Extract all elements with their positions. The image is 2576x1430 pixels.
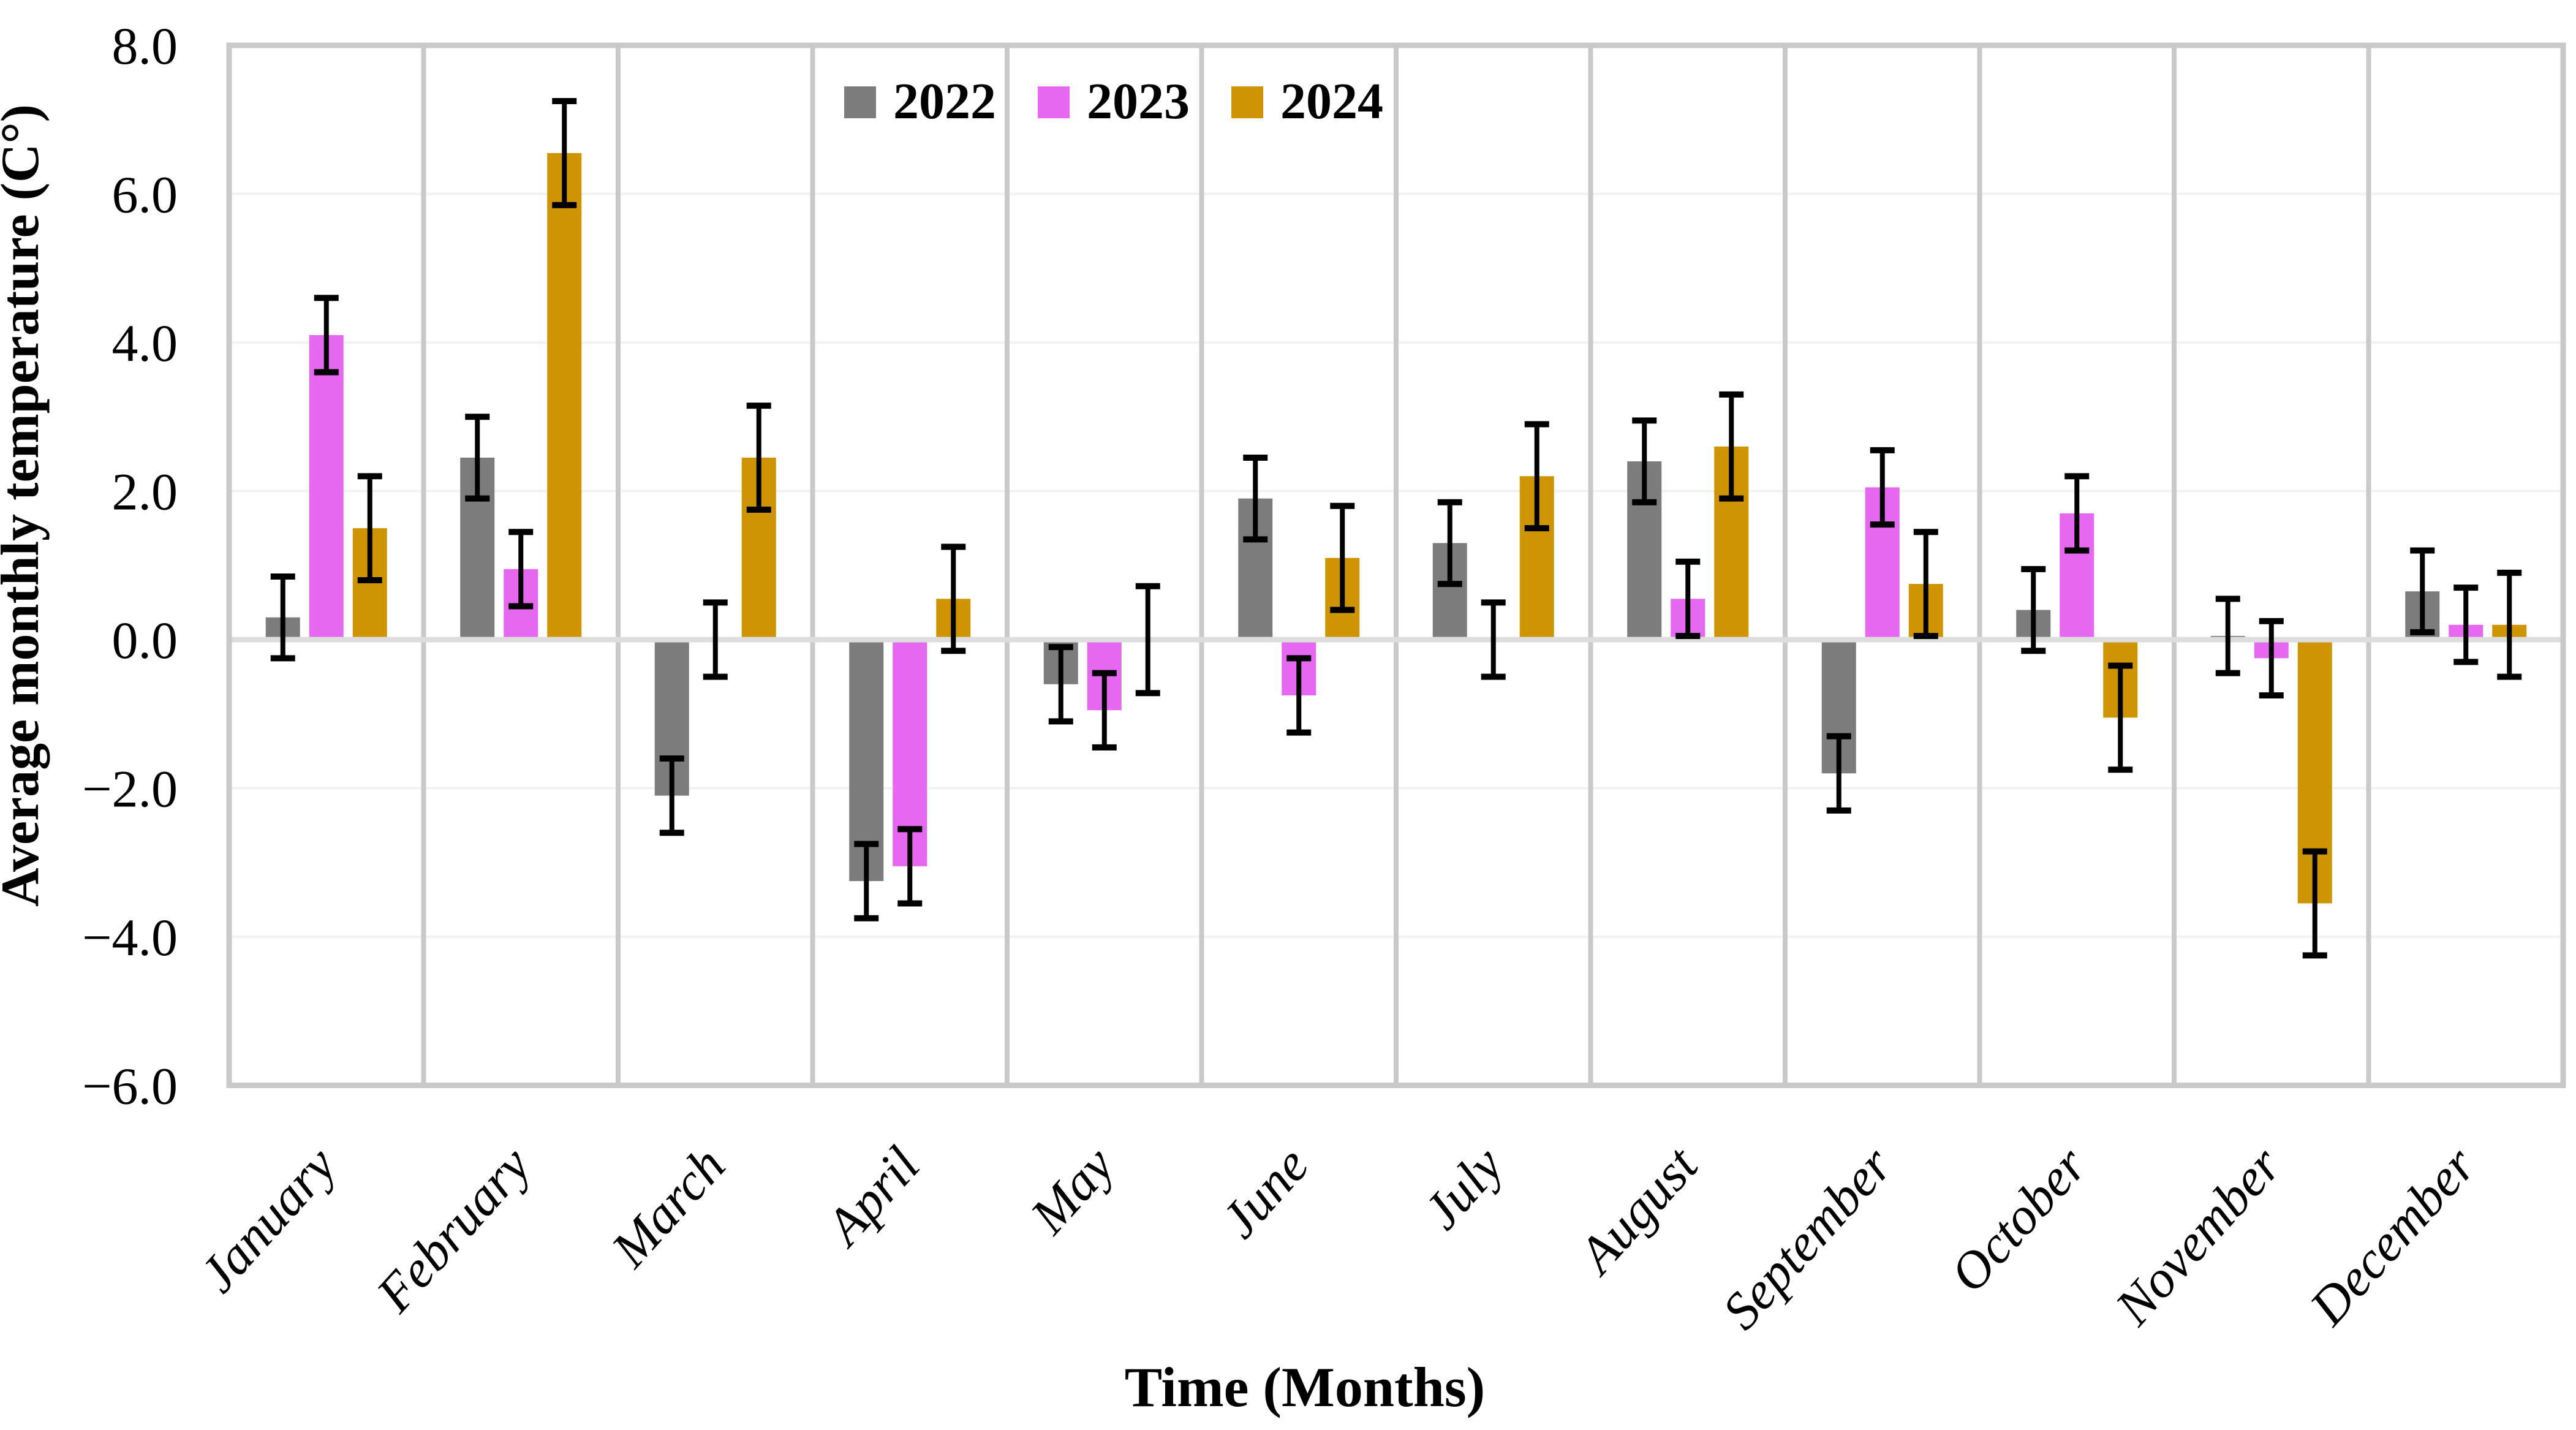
errorbar-2024-march	[746, 403, 771, 513]
plot-area-border	[226, 42, 2566, 1088]
bar-2024-february	[547, 153, 582, 640]
errorbar-2022-march	[659, 755, 684, 836]
errorbar-2022-october	[2021, 566, 2046, 654]
errorbar-2024-november	[2302, 848, 2327, 959]
y-tick-label-2.0: 2.0	[112, 463, 178, 521]
y-tick-label-4.0: 4.0	[112, 314, 178, 373]
errorbar-2022-december	[2410, 547, 2435, 635]
errorbar-2023-august	[1675, 558, 1701, 639]
legend-label-2024: 2024	[1280, 73, 1383, 130]
x-category-label-november: November	[2103, 1135, 2292, 1336]
y-tick-label-−6.0: −6.0	[82, 1057, 178, 1116]
errorbar-2023-february	[508, 529, 534, 610]
x-category-label-june: June	[1209, 1135, 1320, 1249]
legend-label-2023: 2023	[1087, 73, 1190, 130]
legend-item-2024: 2024	[1231, 73, 1383, 130]
x-category-label-april: April	[812, 1135, 931, 1257]
errorbar-2022-august	[1632, 417, 1657, 505]
x-category-label-may: May	[1018, 1135, 1125, 1246]
x-category-label-january: January	[188, 1135, 347, 1303]
y-tick-label-6.0: 6.0	[112, 165, 178, 224]
errorbar-2024-may	[1135, 583, 1160, 697]
y-tick-label-8.0: 8.0	[112, 17, 178, 75]
errorbar-2024-february	[552, 97, 577, 208]
errorbar-2024-june	[1330, 502, 1355, 613]
errorbar-2023-july	[1481, 599, 1506, 680]
errorbar-2022-june	[1243, 454, 1268, 543]
legend-swatch-2022	[844, 86, 876, 118]
x-category-label-october: October	[1938, 1135, 2098, 1303]
x-category-label-march: March	[599, 1135, 736, 1279]
errorbar-2022-july	[1437, 499, 1462, 588]
errorbar-2023-september	[1870, 447, 1895, 528]
errorbar-2023-november	[2259, 618, 2284, 698]
x-category-label-august: August	[1565, 1135, 1710, 1286]
x-axis-title: Time (Months)	[1125, 1356, 1486, 1418]
errorbar-2024-april	[941, 543, 966, 654]
x-category-label-february: February	[364, 1135, 542, 1323]
errorbar-2022-september	[1826, 733, 1851, 814]
x-category-label-september: September	[1711, 1135, 1904, 1340]
errorbar-2023-march	[703, 599, 728, 680]
y-tick-label-−2.0: −2.0	[82, 760, 178, 819]
errorbar-2022-april	[854, 841, 879, 921]
bar-2023-january	[309, 335, 344, 640]
legend-item-2022: 2022	[844, 73, 996, 130]
errorbar-2024-january	[357, 473, 382, 583]
errorbar-2023-april	[897, 826, 923, 907]
errorbar-2023-june	[1286, 655, 1312, 736]
x-category-label-july: July	[1412, 1135, 1515, 1240]
y-axis-title: Average monthly temperature (C°)	[0, 104, 50, 907]
errorbar-2022-february	[465, 414, 490, 502]
errorbar-2024-october	[2108, 662, 2133, 773]
errorbar-2023-may	[1092, 670, 1117, 751]
bar-2022-april	[849, 640, 884, 882]
legend-label-2022: 2022	[893, 73, 996, 130]
errorbar-2022-may	[1048, 644, 1073, 725]
legend-item-2023: 2023	[1038, 73, 1190, 130]
errorbar-2024-july	[1524, 421, 1549, 532]
errorbar-2023-october	[2064, 473, 2090, 554]
errorbar-2023-december	[2453, 584, 2479, 665]
y-tick-label-0.0: 0.0	[112, 611, 178, 670]
x-category-label-december: December	[2298, 1135, 2487, 1336]
errorbar-2024-december	[2497, 569, 2522, 680]
errorbar-2024-september	[1913, 529, 1938, 639]
legend: 2022 2023 2024	[844, 73, 1383, 130]
errorbar-2022-november	[2215, 596, 2240, 676]
legend-swatch-2024	[1231, 86, 1263, 118]
errorbar-2022-january	[270, 573, 295, 662]
legend-swatch-2023	[1038, 86, 1070, 118]
errorbar-2023-january	[314, 295, 339, 376]
errorbar-2024-august	[1719, 391, 1744, 502]
y-tick-label-−4.0: −4.0	[82, 908, 178, 967]
